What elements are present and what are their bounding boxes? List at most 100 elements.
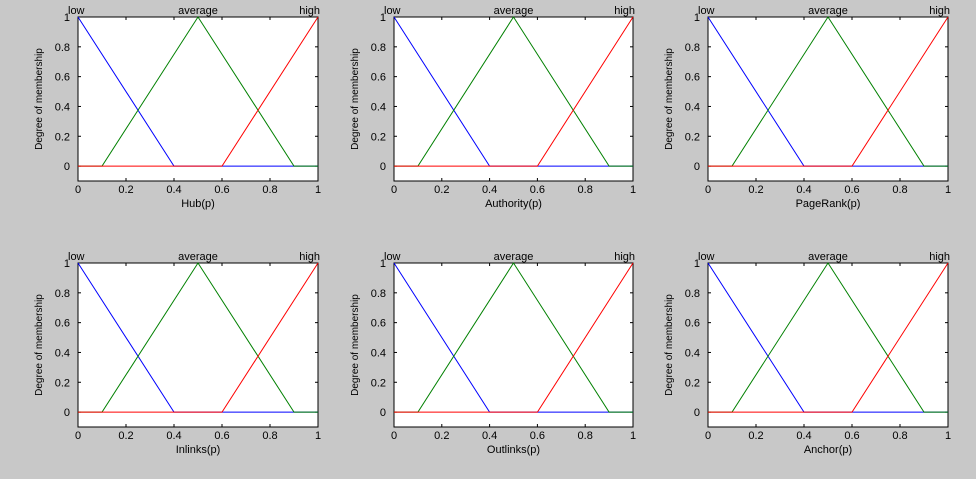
y-tick-label: 0.4	[371, 347, 386, 359]
membership-chart-3: 0 0.2 0.4 0.6 0.8 1 0 0.2 0.4 0.6 0.8 1 PageRank(p) D…	[664, 5, 951, 210]
y-tick-label: 0.2	[55, 377, 70, 389]
mf-label-average: average	[178, 5, 218, 17]
x-tick-label: 0	[391, 184, 397, 196]
y-tick-label: 0.6	[55, 318, 70, 330]
x-tick-label: 0.4	[166, 184, 181, 196]
x-tick-label: 0.8	[578, 430, 593, 442]
y-tick-label: 0.8	[55, 42, 70, 54]
y-tick-label: 0.2	[371, 377, 386, 389]
series-high	[708, 262, 949, 413]
y-tick-label: 0.2	[685, 131, 700, 143]
series-high	[394, 16, 634, 167]
y-axis-label: Degree of membership	[350, 294, 361, 396]
plot-area	[77, 262, 319, 428]
x-tick-label: 0.6	[214, 430, 229, 442]
x-tick-label: 0.2	[748, 184, 763, 196]
y-tick-label: 1	[64, 258, 70, 270]
mf-label-high: high	[299, 5, 320, 17]
x-tick-label: 1	[945, 184, 951, 196]
x-axis-label: Hub(p)	[181, 198, 215, 210]
x-tick-label: 0.8	[578, 184, 593, 196]
y-tick-label: 0.4	[55, 101, 70, 113]
y-tick-label: 0.8	[685, 42, 700, 54]
x-tick-label: 0.6	[530, 184, 545, 196]
series-high	[708, 16, 949, 167]
x-tick-label: 0.8	[262, 184, 277, 196]
x-tick-label: 0.4	[482, 430, 497, 442]
x-axis-label: Inlinks(p)	[176, 444, 221, 456]
x-tick-label: 1	[315, 430, 321, 442]
series-high	[394, 262, 634, 413]
x-axis-label: Outlinks(p)	[487, 444, 540, 456]
y-tick-label: 0.6	[685, 318, 700, 330]
x-tick-label: 0.4	[482, 184, 497, 196]
y-tick-label: 0.4	[55, 347, 70, 359]
y-tick-label: 0.6	[685, 72, 700, 84]
y-tick-label: 0	[694, 161, 700, 173]
y-tick-label: 0.6	[371, 318, 386, 330]
membership-chart-5: 0 0.2 0.4 0.6 0.8 1 0 0.2 0.4 0.6 0.8 1 Outlinks(p) D…	[350, 251, 636, 456]
x-tick-label: 0.4	[796, 430, 811, 442]
mf-label-high: high	[929, 251, 950, 263]
x-tick-label: 0	[75, 430, 81, 442]
y-axis-label: Degree of membership	[664, 48, 675, 150]
mf-label-low: low	[698, 5, 715, 17]
x-tick-label: 0	[75, 184, 81, 196]
y-tick-label: 0.2	[55, 131, 70, 143]
x-tick-label: 0	[705, 430, 711, 442]
y-tick-label: 0.4	[685, 101, 700, 113]
mf-label-high: high	[299, 251, 320, 263]
x-axis-label: Authority(p)	[485, 198, 542, 210]
x-tick-label: 1	[945, 430, 951, 442]
y-tick-label: 1	[380, 258, 386, 270]
x-tick-label: 0.2	[434, 430, 449, 442]
mf-label-average: average	[494, 251, 534, 263]
y-tick-label: 0.6	[371, 72, 386, 84]
y-tick-label: 0.6	[55, 72, 70, 84]
x-tick-label: 0.6	[214, 184, 229, 196]
plot-area	[393, 262, 634, 428]
y-tick-label: 0	[64, 161, 70, 173]
plot-area	[707, 16, 949, 182]
y-tick-label: 1	[694, 12, 700, 24]
x-tick-label: 0.2	[118, 184, 133, 196]
y-tick-label: 0.4	[685, 347, 700, 359]
x-tick-label: 1	[315, 184, 321, 196]
x-tick-label: 0.2	[748, 430, 763, 442]
mf-label-average: average	[808, 5, 848, 17]
x-tick-label: 0.6	[530, 430, 545, 442]
y-axis-label: Degree of membership	[34, 48, 45, 150]
x-tick-label: 0.2	[118, 430, 133, 442]
plot-area	[77, 16, 319, 182]
plot-area	[707, 262, 949, 428]
x-tick-label: 0.2	[434, 184, 449, 196]
x-tick-label: 0.6	[844, 184, 859, 196]
mf-label-low: low	[384, 5, 401, 17]
y-axis-label: Degree of membership	[664, 294, 675, 396]
x-tick-label: 0.6	[844, 430, 859, 442]
x-tick-label: 0.8	[892, 430, 907, 442]
y-axis-label: Degree of membership	[34, 294, 45, 396]
mf-label-low: low	[384, 251, 401, 263]
x-tick-label: 0.4	[796, 184, 811, 196]
y-tick-label: 0.8	[371, 288, 386, 300]
x-tick-label: 1	[630, 430, 636, 442]
y-tick-label: 1	[694, 258, 700, 270]
membership-chart-4: 0 0.2 0.4 0.6 0.8 1 0 0.2 0.4 0.6 0.8 1 Inlinks(p) De…	[34, 251, 321, 456]
y-tick-label: 0	[64, 407, 70, 419]
mf-label-average: average	[808, 251, 848, 263]
x-tick-label: 1	[630, 184, 636, 196]
y-tick-label: 0.2	[685, 377, 700, 389]
series-high	[78, 16, 319, 167]
y-tick-label: 0.8	[371, 42, 386, 54]
mf-label-high: high	[614, 5, 635, 17]
y-tick-label: 1	[380, 12, 386, 24]
x-tick-label: 0.8	[262, 430, 277, 442]
plot-area	[393, 16, 634, 182]
mf-label-high: high	[929, 5, 950, 17]
x-axis-label: Anchor(p)	[804, 444, 852, 456]
y-axis-label: Degree of membership	[350, 48, 361, 150]
mf-label-low: low	[698, 251, 715, 263]
y-tick-label: 0	[694, 407, 700, 419]
